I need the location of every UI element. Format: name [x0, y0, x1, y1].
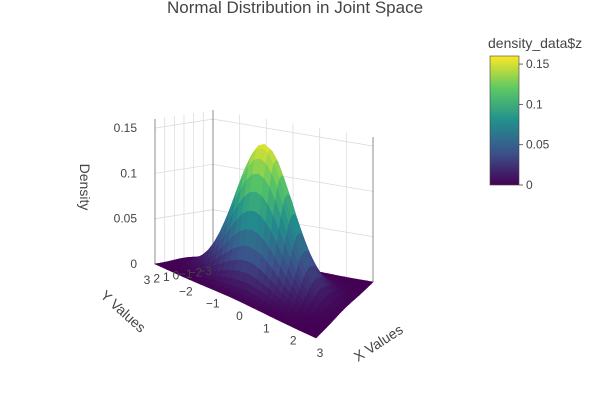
- y-tick-label: 2: [153, 272, 160, 286]
- colorbar-tick-label: 0.15: [526, 57, 550, 71]
- x-tick-label: 1: [263, 321, 270, 335]
- x-tick-label: −1: [206, 297, 220, 311]
- colorbar-tick-label: 0: [526, 178, 533, 192]
- y-tick-label: 0: [173, 269, 180, 283]
- x-tick-label: 0: [236, 309, 243, 323]
- z-tick-label: 0.05: [114, 212, 138, 226]
- colorbar-gradient: [489, 55, 520, 186]
- y-tick-label: 3: [144, 273, 151, 287]
- z-tick-label: 0.15: [114, 121, 138, 135]
- z-gridline: [154, 118, 374, 147]
- chart-title: Normal Distribution in Joint Space: [167, 0, 423, 17]
- colorbar-tick-label: 0.1: [526, 97, 543, 111]
- colorbar: density_data$z 0 0.05 0.1 0.15: [488, 35, 582, 192]
- x-tick-label: −2: [179, 284, 193, 298]
- z-axis-label: Density: [77, 164, 93, 211]
- y-axis-label: Y Values: [98, 287, 149, 336]
- colorbar-tick-label: 0.05: [526, 138, 550, 152]
- y-tick-label: −1: [179, 267, 193, 281]
- z-tick-label: 0.1: [120, 166, 137, 180]
- surface-patch: [309, 333, 319, 339]
- y-tick-label: 1: [163, 270, 170, 284]
- z-tick-label: 0: [130, 257, 137, 271]
- x-tick-label: 2: [290, 334, 297, 348]
- y-tick-label: −2: [188, 266, 202, 280]
- y-tick-label: −3: [198, 264, 212, 278]
- colorbar-title: density_data$z: [488, 35, 582, 51]
- surface-layer: [154, 143, 374, 339]
- x-axis-label: X Values: [351, 321, 406, 364]
- x-tick-label: 3: [317, 346, 324, 360]
